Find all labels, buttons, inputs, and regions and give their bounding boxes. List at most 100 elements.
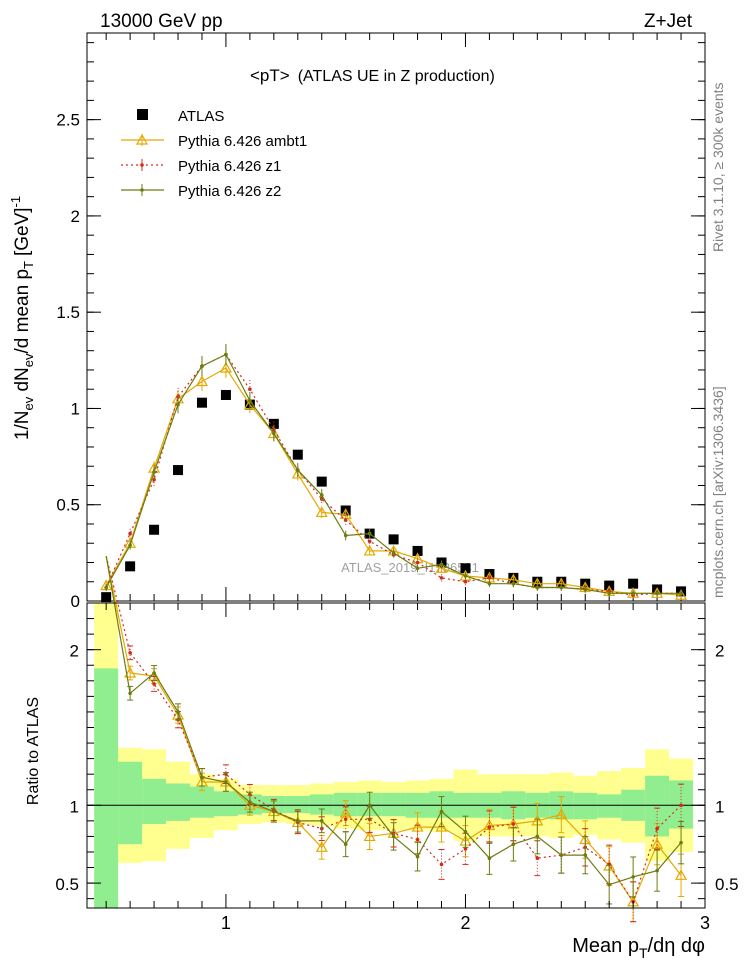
ratio-point-ambt1 <box>675 869 688 880</box>
ratio-point-ambt1 <box>555 808 568 820</box>
point-z2 <box>511 581 516 586</box>
ratio-y-tick-label: 2 <box>70 642 79 661</box>
header-right: Z+Jet <box>644 11 693 32</box>
plot-title-main: <pT> <box>250 66 290 85</box>
header-left: 13000 GeV pp <box>100 11 223 32</box>
point-z2 <box>679 591 683 596</box>
ratio-point-z1 <box>439 862 444 867</box>
ratio-point-z2 <box>415 854 420 859</box>
band-green <box>94 668 119 908</box>
point-z2 <box>559 585 564 590</box>
y-tick-label: 0.5 <box>56 496 80 515</box>
point-ambt1 <box>675 588 688 600</box>
atlas-point <box>316 476 327 487</box>
ratio-point-z2 <box>295 819 300 823</box>
band-green <box>142 778 167 824</box>
ratio-point-z2 <box>343 842 348 846</box>
ratio-point-z2 <box>679 840 683 845</box>
atlas-point <box>220 389 231 400</box>
point-z2 <box>128 543 132 547</box>
point-ambt1 <box>435 562 448 573</box>
ratio-point-z2 <box>439 809 444 814</box>
legend-marker-ambt1 <box>135 133 149 145</box>
band-green <box>213 791 238 817</box>
point-z2 <box>631 591 635 596</box>
main-frame <box>86 32 706 602</box>
point-z2 <box>272 431 276 436</box>
ylabel-t: T <box>21 261 36 269</box>
point-z2 <box>248 398 252 403</box>
ratio-point-z2 <box>487 856 492 861</box>
legend-z2: Pythia 6.426 z2 <box>178 183 281 200</box>
atlas-point <box>412 545 423 556</box>
ratio-point-z2 <box>631 875 635 879</box>
y-tick-label: 1 <box>71 399 80 418</box>
point-z1 <box>439 576 444 580</box>
atlas-point <box>196 397 207 408</box>
ratio-frame <box>86 602 706 909</box>
legend-marks <box>121 109 164 196</box>
x-tick-label: 2 <box>460 913 470 933</box>
ratio-y-tick-label-right: 2 <box>715 642 724 661</box>
ratio-y-tick-label: 1 <box>70 797 79 816</box>
point-z2 <box>319 493 324 497</box>
ratio-y-tick-label-right: 0.5 <box>715 875 739 894</box>
ratio-panel: 0.5 0.5 1 1 2 2 1 2 3 <box>55 556 739 933</box>
atlas-point <box>101 592 112 603</box>
atlas-point <box>173 465 184 476</box>
band-green <box>573 792 598 820</box>
ratio-point-z2 <box>463 829 468 834</box>
ratio-point-z2 <box>607 882 611 887</box>
ratio-point-z2 <box>535 834 540 839</box>
y-tick-label: 1.5 <box>56 303 80 322</box>
x-tick-label: 3 <box>700 913 710 933</box>
ratio-point-z1 <box>511 822 516 826</box>
atlas-point <box>292 449 303 460</box>
atlas-point <box>268 418 279 429</box>
ratio-point-z2 <box>319 819 324 823</box>
point-z2 <box>583 587 588 592</box>
band-green <box>190 786 214 818</box>
ratio-point-z2 <box>248 800 252 804</box>
ylabel-main: 1/N <box>12 411 33 441</box>
band-green <box>166 783 190 821</box>
point-ambt1 <box>219 361 232 373</box>
point-z2 <box>295 468 300 472</box>
ylabel-unit: [GeV] <box>12 207 33 256</box>
atlas-point <box>149 524 160 535</box>
band-green <box>309 794 334 815</box>
ratio-point-z2 <box>272 809 276 814</box>
ratio-point-z2 <box>583 853 588 857</box>
legend: ATLAS Pythia 6.426 ambt1 Pythia 6.426 z1… <box>121 108 307 200</box>
ratio-bands <box>87 603 705 908</box>
ratio-axis-ticks: 0.5 0.5 1 1 2 2 1 2 3 <box>55 603 739 933</box>
plot-title: <pT> (ATLAS UE in Z production) <box>250 66 495 85</box>
point-z1 <box>248 387 252 392</box>
ratio-point-z2 <box>367 803 372 808</box>
point-z1 <box>367 539 372 544</box>
point-z2 <box>655 591 659 596</box>
ratio-point-z1 <box>343 817 348 822</box>
point-z2 <box>343 533 348 538</box>
point-z1 <box>152 477 156 482</box>
ratio-point-z2 <box>176 710 180 714</box>
point-z2 <box>152 470 156 474</box>
legend-z1: Pythia 6.426 z1 <box>178 158 281 175</box>
point-z2 <box>224 352 228 357</box>
y-tick-label: 2.5 <box>56 111 80 130</box>
point-z2 <box>487 581 492 586</box>
ratio-point-ambt1 <box>411 820 424 832</box>
main-axis-ticks: 0 0.5 1 1.5 2 2.5 <box>56 33 705 611</box>
ratio-point-z1 <box>463 847 468 851</box>
ratio-point-z1 <box>415 837 420 842</box>
ratio-point-z2 <box>559 853 564 857</box>
atlas-point <box>460 563 471 574</box>
ratio-point-ambt1 <box>124 666 137 678</box>
ratio-point-z2 <box>391 834 396 839</box>
legend-marker-z2 <box>140 188 144 192</box>
atlas-point <box>125 561 136 572</box>
band-green <box>285 795 310 814</box>
point-z2 <box>176 402 180 407</box>
ratio-point-z1 <box>487 825 492 829</box>
point-z2 <box>200 364 204 368</box>
